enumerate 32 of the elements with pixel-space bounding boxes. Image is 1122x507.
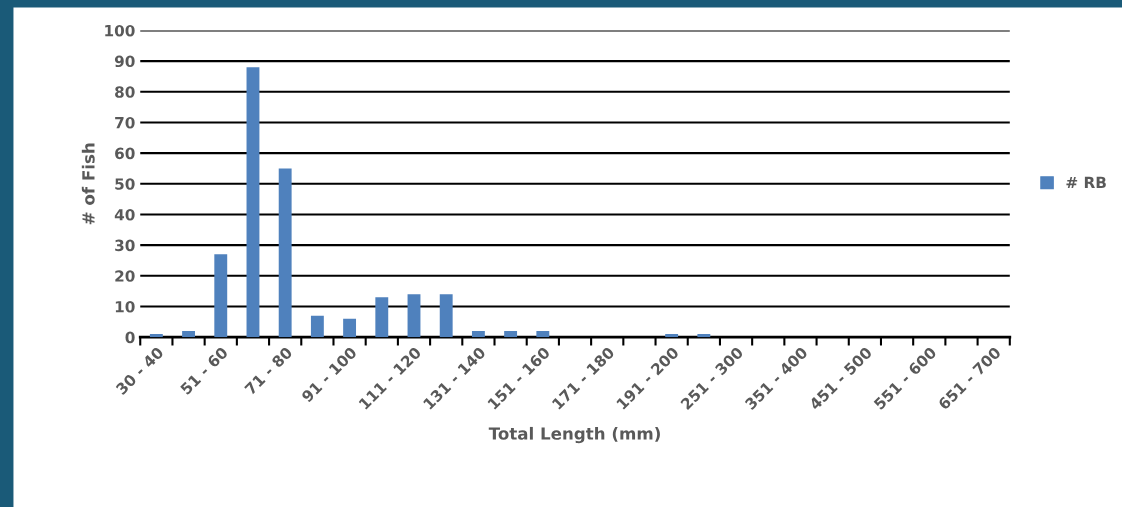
- y-tick-label: 90: [114, 55, 135, 68]
- bar: [407, 294, 421, 338]
- x-tick-label: 51 - 60: [179, 346, 229, 396]
- y-tick-label: 100: [105, 24, 135, 37]
- bar: [665, 334, 679, 338]
- x-axis-title: Total Length (mm): [488, 426, 660, 444]
- legend-label: # RB: [1066, 176, 1106, 188]
- bar: [439, 294, 453, 338]
- y-tick-label: 40: [114, 208, 135, 221]
- y-tick-label: 10: [115, 300, 135, 313]
- y-axis-title: # of Fish: [81, 143, 95, 225]
- y-tick-label: 60: [115, 147, 135, 160]
- bar: [182, 331, 195, 338]
- bar: [697, 334, 711, 338]
- bar: [310, 315, 324, 338]
- bar: [278, 168, 292, 338]
- x-tick-label: 71 - 80: [244, 346, 294, 396]
- bar: [375, 297, 389, 338]
- y-tick-label: 70: [115, 116, 135, 129]
- bar: [504, 331, 518, 338]
- y-tick-label: 0: [125, 331, 135, 344]
- bar: [246, 67, 260, 338]
- bar: [214, 254, 228, 338]
- y-tick-label: 80: [115, 86, 135, 98]
- bar: [536, 331, 550, 338]
- y-tick-label: 30: [115, 239, 135, 252]
- bar: [149, 334, 163, 338]
- bar: [343, 318, 357, 338]
- y-tick-label: 20: [115, 270, 135, 282]
- bar: [471, 331, 485, 338]
- y-tick-label: 50: [115, 178, 135, 190]
- x-tick-label: 30 - 40: [115, 346, 165, 396]
